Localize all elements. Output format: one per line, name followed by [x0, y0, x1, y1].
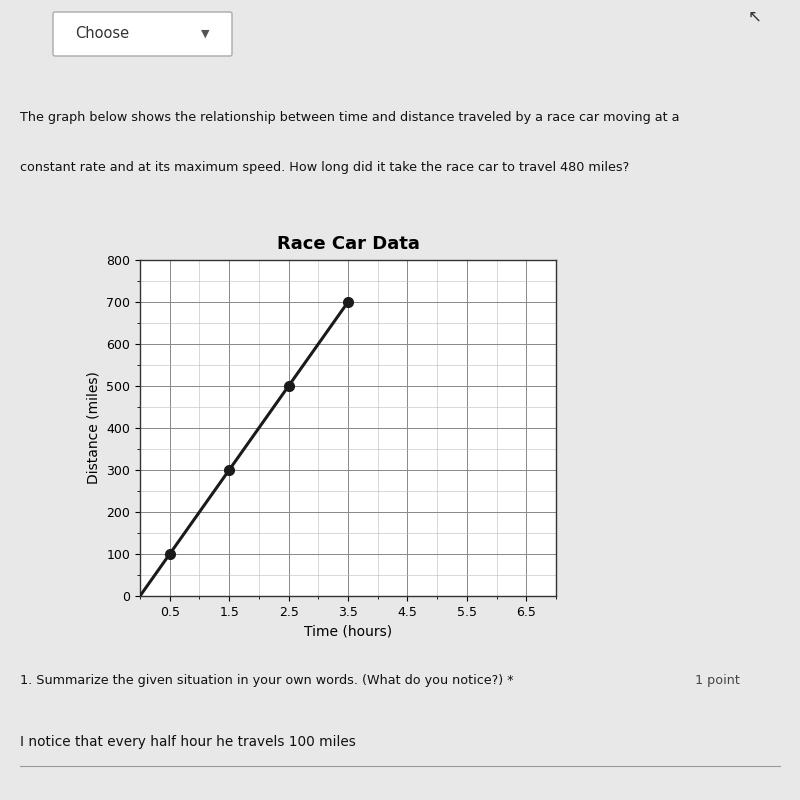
Point — [282, 380, 295, 393]
Text: The graph below shows the relationship between time and distance traveled by a r: The graph below shows the relationship b… — [20, 111, 679, 124]
Text: 1. Summarize the given situation in your own words. (What do you notice?) *: 1. Summarize the given situation in your… — [20, 674, 514, 686]
FancyBboxPatch shape — [53, 12, 232, 56]
Title: Race Car Data: Race Car Data — [277, 235, 419, 253]
Text: 1 point: 1 point — [695, 674, 740, 686]
Text: constant rate and at its maximum speed. How long did it take the race car to tra: constant rate and at its maximum speed. … — [20, 161, 630, 174]
Text: Choose: Choose — [75, 26, 129, 42]
Point — [163, 547, 176, 560]
Text: ▼: ▼ — [201, 29, 210, 39]
Point — [342, 295, 354, 308]
X-axis label: Time (hours): Time (hours) — [304, 624, 392, 638]
Text: I notice that every half hour he travels 100 miles: I notice that every half hour he travels… — [20, 734, 356, 749]
Y-axis label: Distance (miles): Distance (miles) — [86, 371, 101, 485]
Point — [222, 463, 235, 476]
Text: ↖: ↖ — [748, 7, 762, 25]
